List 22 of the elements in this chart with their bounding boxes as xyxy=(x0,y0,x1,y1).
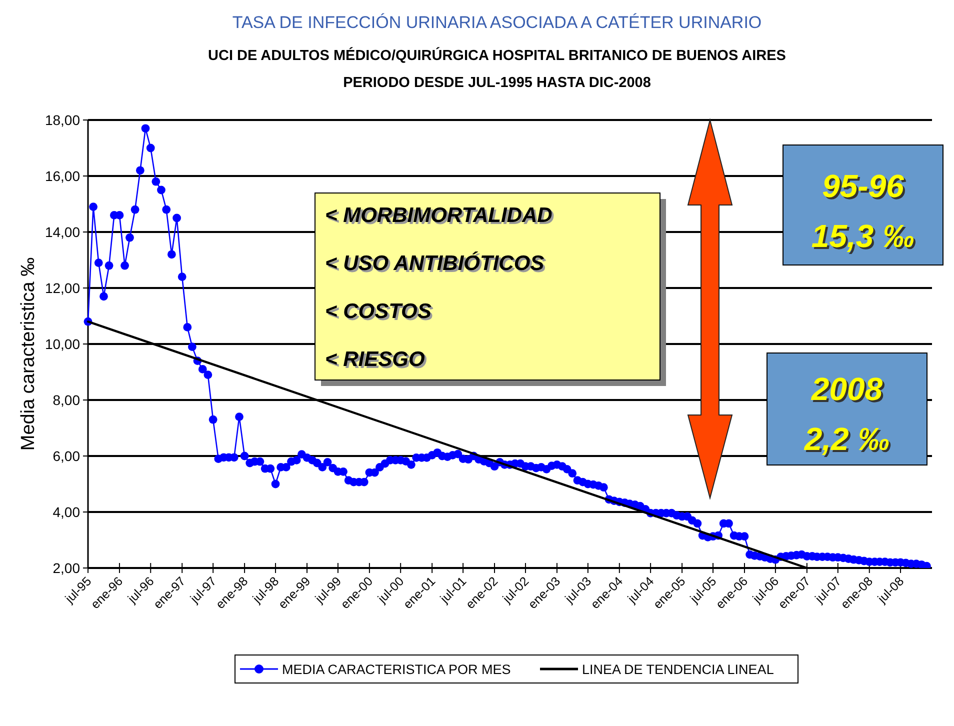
y-tick-label: 14,00 xyxy=(44,224,80,240)
legend-label: LINEA DE TENDENCIA LINEAL xyxy=(582,662,774,677)
y-tick-label: 18,00 xyxy=(44,112,80,128)
y-tick-label: 12,00 xyxy=(44,280,80,296)
y-tick-label: 6,00 xyxy=(52,448,80,464)
legend-label: MEDIA CARACTERISTICA POR MES xyxy=(282,662,511,677)
annotation: < COSTOS xyxy=(327,302,434,325)
y-tick-label: 8,00 xyxy=(52,392,80,408)
annotation: 95-96 xyxy=(824,170,906,206)
y-axis-title: Media caracteristica ‰ xyxy=(18,257,39,451)
chart-subtitle: UCI DE ADULTOS MÉDICO/QUIRÚRGICA HOSPITAL BRITANICO DE BUENOS AIRES PERIODO DESDE JUL-1995 HASTA DIC-2008 xyxy=(208,47,786,91)
chart-title: TASA DE INFECCIÓN URINARIA ASOCIADA A CATÉTER URINARIO xyxy=(232,13,762,32)
annotation: < MORBIMORTALIDAD xyxy=(327,206,554,229)
y-tick-label: 4,00 xyxy=(52,504,80,520)
annotation: 2008 xyxy=(812,373,885,409)
annotation: 2,2 ‰ xyxy=(805,423,892,459)
y-tick-label: 16,00 xyxy=(44,168,80,184)
annotation: < RIESGO xyxy=(327,350,427,373)
annotation: 15,3 ‰ xyxy=(813,220,917,256)
annotation: < USO ANTIBIÓTICOS xyxy=(327,253,546,277)
y-tick-label: 10,00 xyxy=(44,336,80,352)
y-tick-label: 2,00 xyxy=(52,560,80,576)
